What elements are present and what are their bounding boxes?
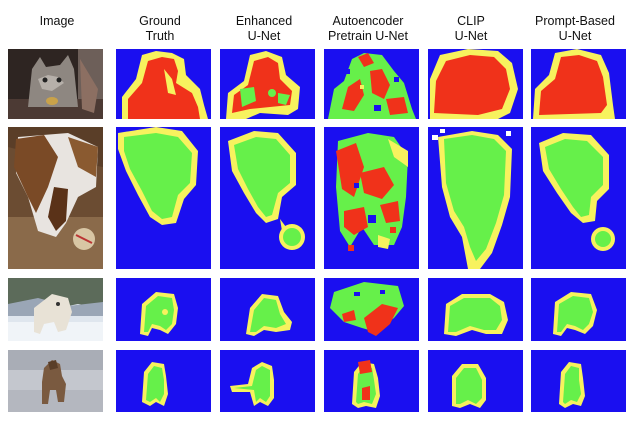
header-ground-truth: Ground Truth [105, 14, 215, 44]
row4-prompt-unet-mask [531, 350, 626, 412]
row1-photo [8, 49, 103, 119]
row2-enhanced-unet-mask [220, 127, 315, 269]
row3-prompt-unet-mask [531, 278, 626, 341]
row2-photo [8, 127, 103, 269]
row1-prompt-unet-mask [531, 49, 626, 119]
header-line1: CLIP [457, 14, 485, 28]
header-line1: Ground [139, 14, 181, 28]
row4-clip-unet-mask [428, 350, 523, 412]
header-line1: Autoencoder [332, 14, 404, 28]
row3-clip-unet-mask [428, 278, 523, 341]
header-enhanced-unet: Enhanced U-Net [209, 14, 319, 44]
row3-enhanced-unet-mask [220, 278, 315, 341]
row3-autoencoder-unet-mask [324, 278, 419, 341]
row4-ground-truth-mask [116, 350, 211, 412]
row4-photo [8, 350, 103, 412]
row3-photo [8, 278, 103, 341]
header-line1: Enhanced [235, 14, 293, 28]
header-line1: Prompt-Based [535, 14, 615, 28]
row2-prompt-unet-mask [531, 127, 626, 269]
header-line2: U-Net [558, 29, 592, 43]
row1-clip-unet-mask [428, 49, 523, 119]
row2-ground-truth-mask [116, 127, 211, 269]
header-autoencoder-unet: Autoencoder Pretrain U-Net [313, 14, 423, 44]
header-line2: Pretrain U-Net [328, 29, 408, 43]
header-clip-unet: CLIP U-Net [416, 14, 526, 44]
header-line2: U-Net [454, 29, 488, 43]
header-line2: U-Net [247, 29, 281, 43]
header-line2: Truth [145, 29, 175, 43]
row4-autoencoder-unet-mask [324, 350, 419, 412]
header-image: Image [2, 14, 112, 29]
row2-autoencoder-unet-mask [324, 127, 419, 269]
header-image-line1: Image [39, 14, 75, 28]
row4-enhanced-unet-mask [220, 350, 315, 412]
row1-ground-truth-mask [116, 49, 211, 119]
row3-ground-truth-mask [116, 278, 211, 341]
row2-clip-unet-mask [428, 127, 523, 269]
header-prompt-unet: Prompt-Based U-Net [520, 14, 630, 44]
row1-enhanced-unet-mask [220, 49, 315, 119]
row1-autoencoder-unet-mask [324, 49, 419, 119]
